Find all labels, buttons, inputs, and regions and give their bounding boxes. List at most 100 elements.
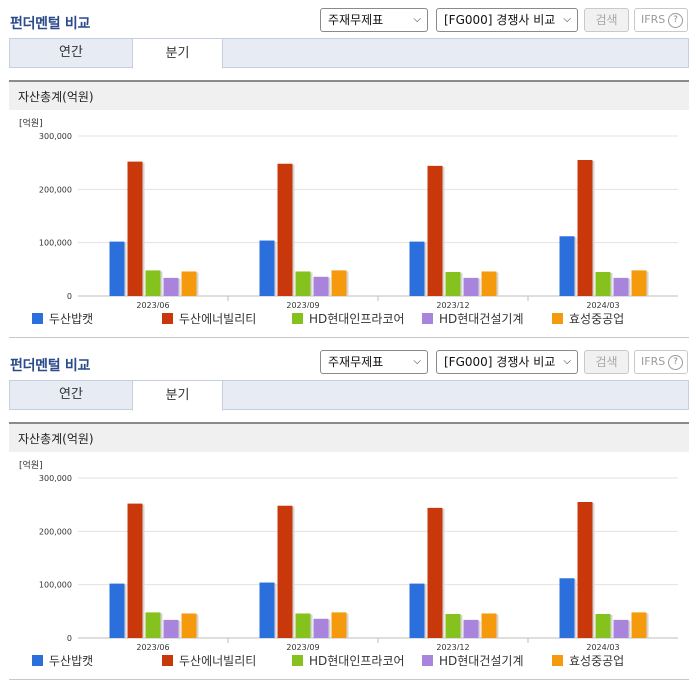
legend-item[interactable]: 두산밥캣 bbox=[32, 652, 93, 670]
tab-quarterly[interactable]: 분기 bbox=[132, 38, 223, 69]
legend-item[interactable]: 두산밥캣 bbox=[32, 310, 93, 328]
question-circle-icon: ? bbox=[668, 13, 683, 28]
ifrs-label: IFRS bbox=[641, 355, 666, 368]
panel-header: 펀더멘털 비교 주재무제표 ⌵ [FG000] 경쟁사 비교 ⌵ 검색 IFRS… bbox=[0, 0, 696, 38]
x-tick-label: 2024/03 bbox=[586, 643, 619, 650]
legend-item[interactable]: HD현대인프라코어 bbox=[292, 310, 405, 328]
x-tick-label: 2023/06 bbox=[136, 643, 169, 650]
bar bbox=[577, 160, 593, 296]
x-tick-label: 2023/09 bbox=[286, 643, 319, 650]
bar bbox=[127, 503, 143, 638]
chevron-down-icon: ⌵ bbox=[563, 14, 571, 25]
legend-item[interactable]: 두산에너빌리티 bbox=[162, 310, 256, 328]
search-button[interactable]: 검색 bbox=[584, 350, 629, 374]
bar bbox=[109, 241, 125, 296]
tab-annual[interactable]: 연간 bbox=[59, 387, 83, 402]
y-tick-label: 0 bbox=[67, 292, 72, 301]
asset-bar-chart: [억원] 0 100,000 200,000 300,000 2023/06 2023/09… bbox=[19, 459, 678, 650]
legend-label: 효성중공업 bbox=[569, 312, 625, 326]
compare-select[interactable]: [FG000] 경쟁사 비교 ⌵ bbox=[436, 8, 578, 32]
y-tick-label: 300,000 bbox=[39, 474, 72, 483]
bar bbox=[259, 582, 275, 638]
bar bbox=[127, 161, 143, 296]
bar bbox=[313, 618, 329, 638]
bar bbox=[595, 272, 611, 296]
x-tick-label: 2023/12 bbox=[436, 301, 469, 308]
bar bbox=[445, 272, 461, 296]
bar bbox=[409, 241, 425, 296]
y-unit-label: [억원] bbox=[19, 459, 43, 471]
bar bbox=[559, 578, 575, 638]
asset-bar-chart: [억원] 0 100,000 200,000 300,000 2023/06 2023/09… bbox=[19, 117, 678, 308]
bar bbox=[463, 619, 479, 638]
legend-item[interactable]: HD현대건설기계 bbox=[422, 652, 524, 670]
legend-label: 두산밥캣 bbox=[49, 654, 94, 668]
y-unit-label: [억원] bbox=[19, 117, 43, 129]
legend-label: HD현대인프라코어 bbox=[309, 654, 405, 668]
legend-label: 두산에너빌리티 bbox=[179, 654, 257, 668]
tab-quarterly[interactable]: 분기 bbox=[132, 380, 223, 411]
section-title: 자산총계(억원) bbox=[18, 90, 94, 104]
statement-select[interactable]: 주재무제표 ⌵ bbox=[320, 8, 428, 32]
bar bbox=[577, 502, 593, 638]
bar bbox=[427, 507, 443, 638]
y-tick-label: 300,000 bbox=[39, 132, 72, 141]
panel-title: 펀더멘털 비교 bbox=[10, 358, 91, 374]
legend-swatch bbox=[32, 655, 43, 666]
ifrs-help-button[interactable]: IFRS ? bbox=[634, 8, 688, 32]
panel-header: 펀더멘털 비교 주재무제표 ⌵ [FG000] 경쟁사 비교 ⌵ 검색 IFRS… bbox=[0, 342, 696, 380]
legend-swatch bbox=[162, 313, 173, 324]
x-tick-label: 2024/03 bbox=[586, 301, 619, 308]
chevron-down-icon: ⌵ bbox=[563, 356, 571, 367]
divider bbox=[9, 337, 689, 338]
legend-label: HD현대건설기계 bbox=[439, 312, 524, 326]
bar bbox=[277, 163, 293, 296]
bar bbox=[259, 240, 275, 296]
bar bbox=[331, 612, 347, 638]
compare-select-value: [FG000] 경쟁사 비교 bbox=[444, 13, 556, 27]
legend-swatch bbox=[292, 313, 303, 324]
period-tabs: 연간 분기 bbox=[9, 380, 689, 411]
legend-item[interactable]: 두산에너빌리티 bbox=[162, 652, 256, 670]
legend-label: HD현대인프라코어 bbox=[309, 312, 405, 326]
legend-item[interactable]: 효성중공업 bbox=[552, 310, 624, 328]
bar bbox=[145, 270, 161, 296]
x-tick-label: 2023/09 bbox=[286, 301, 319, 308]
legend-swatch bbox=[422, 655, 433, 666]
section-header: 자산총계(억원) bbox=[9, 80, 689, 110]
bar bbox=[481, 271, 497, 296]
legend-swatch bbox=[292, 655, 303, 666]
chevron-down-icon: ⌵ bbox=[413, 356, 421, 367]
bar bbox=[559, 236, 575, 296]
legend-swatch bbox=[552, 655, 563, 666]
legend-swatch bbox=[32, 313, 43, 324]
panel-title: 펀더멘털 비교 bbox=[10, 16, 91, 32]
section-title: 자산총계(억원) bbox=[18, 432, 94, 446]
x-tick-label: 2023/12 bbox=[436, 643, 469, 650]
bar bbox=[595, 614, 611, 638]
chevron-down-icon: ⌵ bbox=[413, 14, 421, 25]
bar bbox=[295, 613, 311, 638]
y-tick-label: 200,000 bbox=[39, 185, 72, 194]
y-tick-label: 200,000 bbox=[39, 527, 72, 536]
divider bbox=[9, 679, 689, 680]
legend-item[interactable]: 효성중공업 bbox=[552, 652, 624, 670]
legend-swatch bbox=[422, 313, 433, 324]
legend-item[interactable]: HD현대건설기계 bbox=[422, 310, 524, 328]
legend-label: 효성중공업 bbox=[569, 654, 625, 668]
search-button[interactable]: 검색 bbox=[584, 8, 629, 32]
bar bbox=[427, 165, 443, 296]
legend-label: 두산밥캣 bbox=[49, 312, 94, 326]
ifrs-help-button[interactable]: IFRS ? bbox=[634, 350, 688, 374]
bar bbox=[409, 583, 425, 638]
legend-swatch bbox=[552, 313, 563, 324]
statement-select-value: 주재무제표 bbox=[328, 355, 384, 369]
legend-item[interactable]: HD현대인프라코어 bbox=[292, 652, 405, 670]
tab-annual[interactable]: 연간 bbox=[59, 45, 83, 60]
chart-legend: 두산밥캣 두산에너빌리티 HD현대인프라코어 HD현대건설기계 효성중공업 bbox=[0, 310, 696, 332]
bar bbox=[295, 271, 311, 296]
bar bbox=[445, 614, 461, 638]
statement-select[interactable]: 주재무제표 ⌵ bbox=[320, 350, 428, 374]
bar bbox=[313, 276, 329, 296]
compare-select[interactable]: [FG000] 경쟁사 비교 ⌵ bbox=[436, 350, 578, 374]
